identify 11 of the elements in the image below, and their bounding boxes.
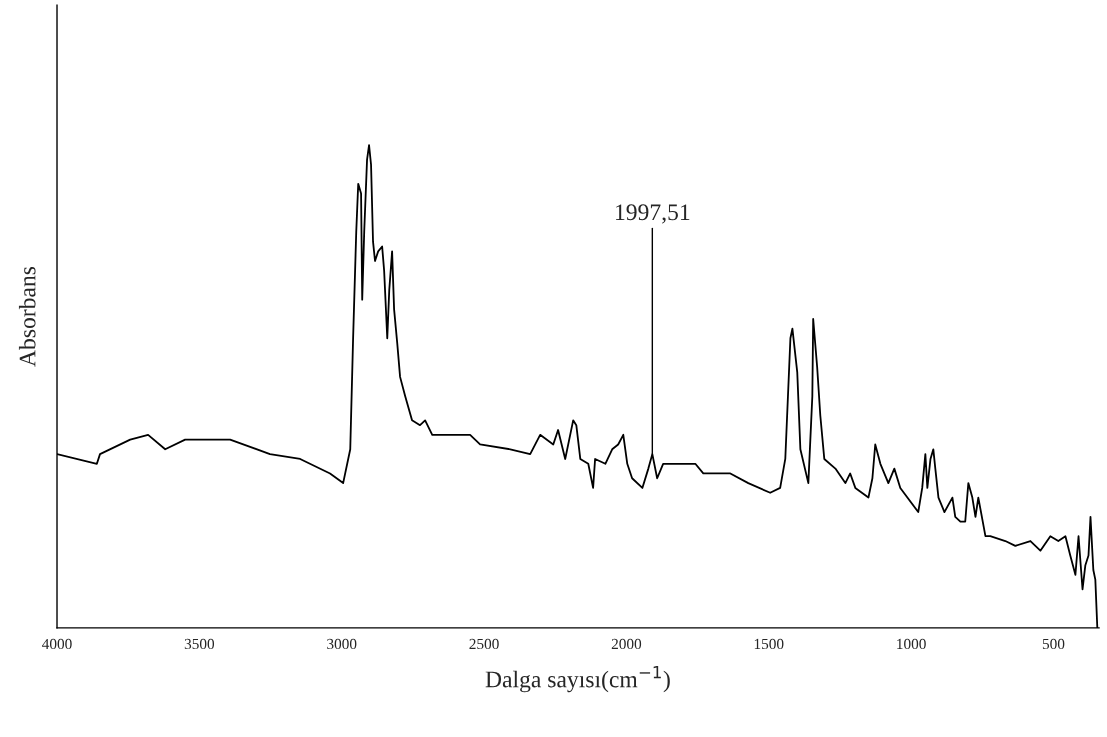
y-axis-title: Absorbans	[18, 266, 36, 367]
x-axis-title: Dalga sayısı(cm$^{−1}$)	[485, 666, 670, 693]
x-tick-label: 2500	[469, 638, 499, 650]
x-tick-label: 4000	[42, 638, 72, 650]
x-tick-label: 500	[1042, 638, 1065, 650]
x-tick-label: 1500	[754, 638, 784, 650]
annotation: 1997,51	[616, 204, 690, 224]
x-tick-label: 1000	[897, 638, 926, 650]
x-tick-label: 3500	[184, 638, 215, 650]
x-tick-label: 2000	[611, 638, 642, 650]
x-tick-label: 3000	[327, 638, 357, 650]
